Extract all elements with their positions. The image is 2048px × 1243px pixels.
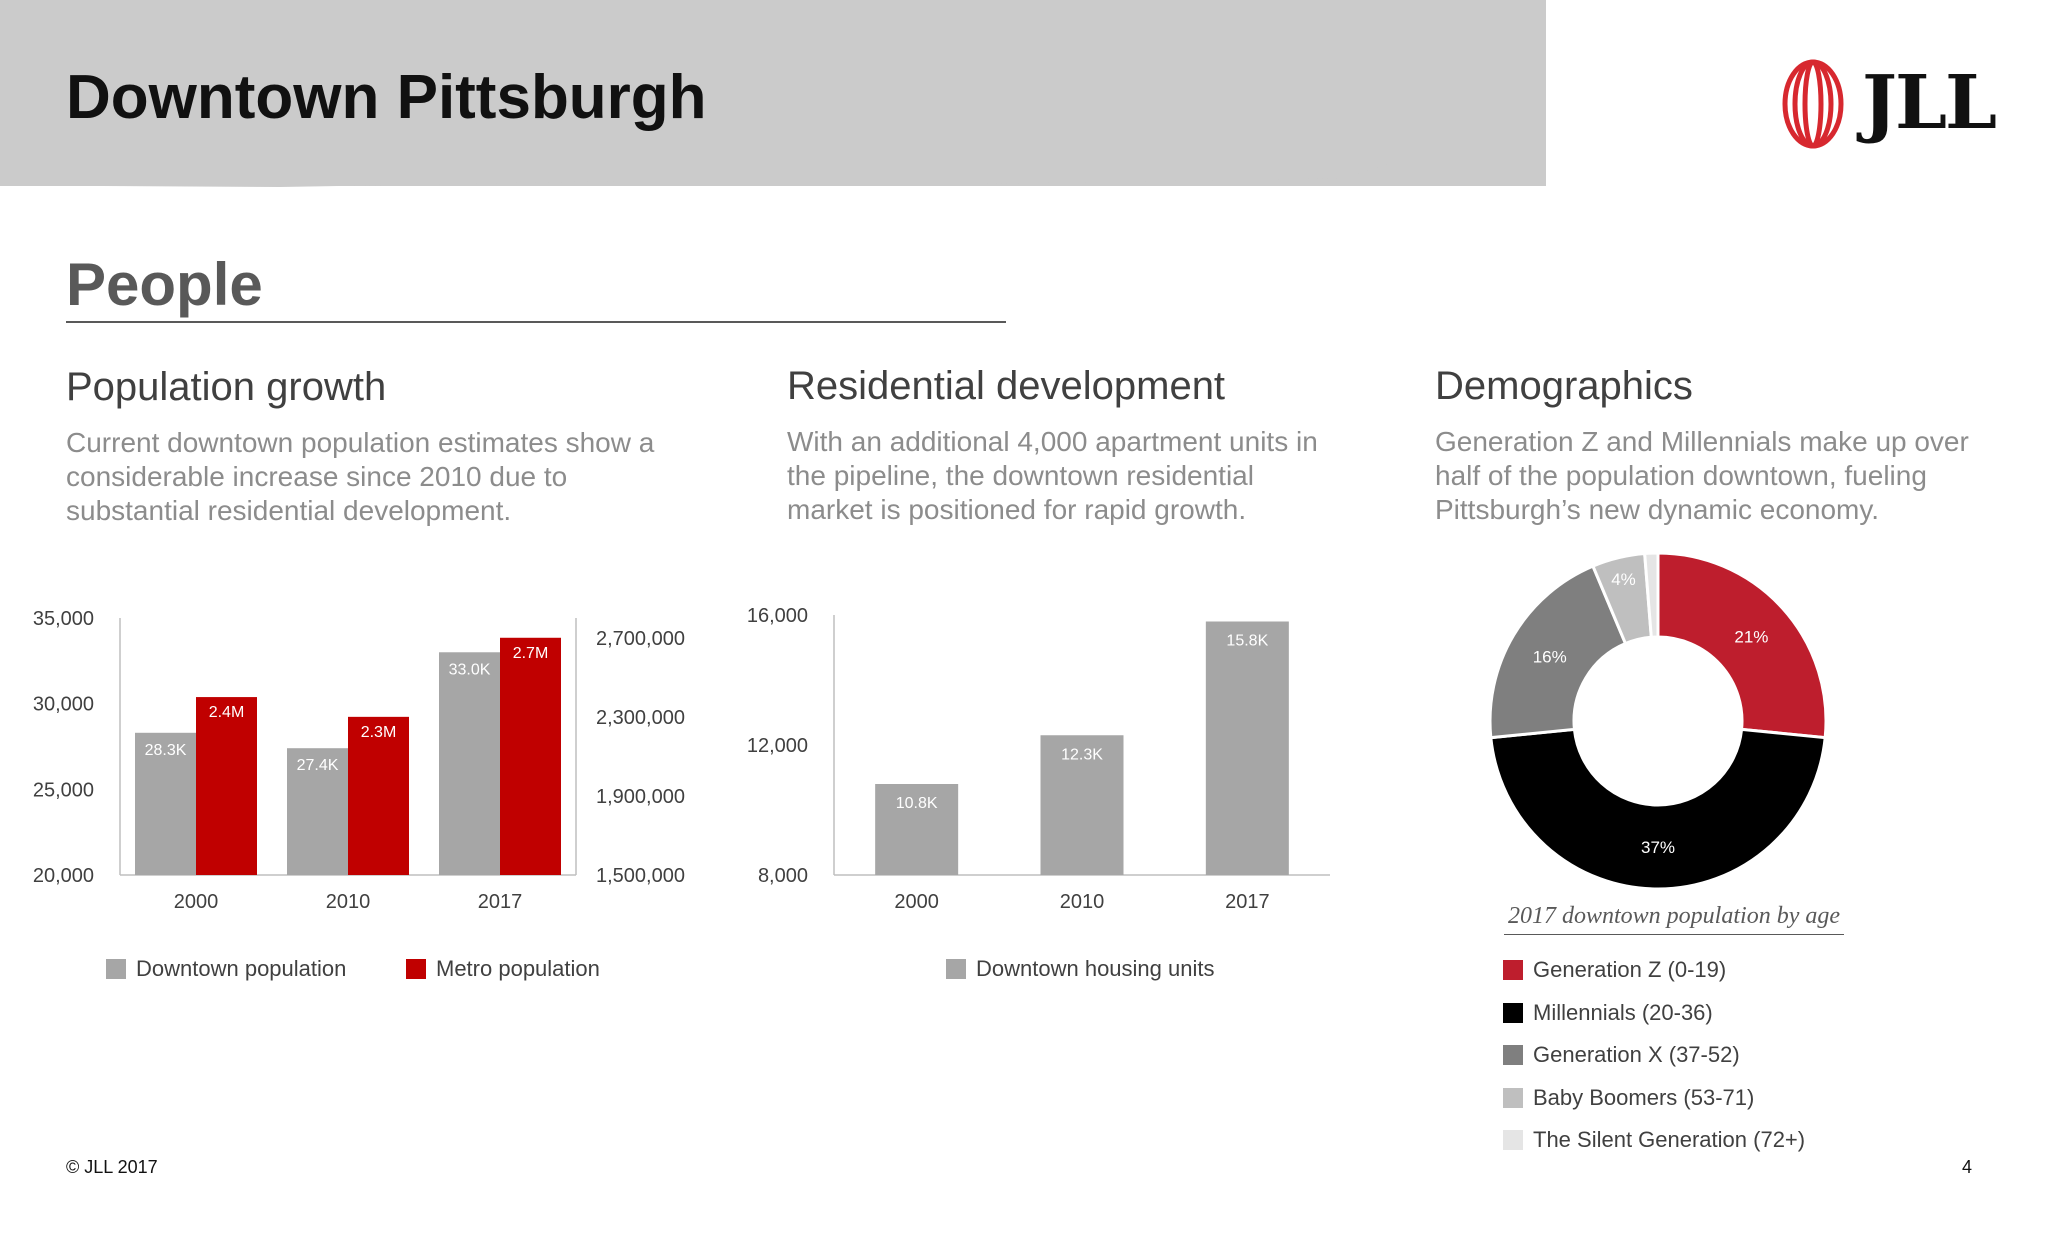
data-label: 12.3K [1061, 746, 1103, 763]
population-growth-chart: 20,000 25,000 30,000 35,000 1,500,000 1,900,0… [33, 608, 685, 913]
donut-legend-item: The Silent Generation (72+) [1503, 1127, 1805, 1153]
bar-metro-population [500, 637, 561, 875]
legend-swatch [1503, 1087, 1523, 1108]
legend-label: Downtown population [136, 956, 347, 981]
bar-downtown-housing-units [875, 784, 959, 875]
legend-downtown-population: Downtown population [106, 956, 346, 982]
demographics-donut-chart: 21% 37% 16% 4% [1488, 551, 1828, 891]
bar-downtown-population [287, 748, 348, 875]
legend-label: Baby Boomers (53-71) [1533, 1084, 1755, 1110]
donut-legend-item: Millennials (20-36) [1503, 1000, 1713, 1026]
legend-label: Downtown housing units [976, 956, 1215, 981]
data-label: 27.4K [297, 757, 339, 774]
legend-metro-population: Metro population [406, 956, 600, 982]
x-tick-label: 2017 [478, 891, 523, 913]
population-growth-heading: Population growth [66, 365, 387, 409]
y-tick-label: 20,000 [33, 865, 94, 887]
demographics-heading: Demographics [1435, 364, 1693, 408]
donut-data-label: 37% [1641, 838, 1675, 857]
legend-swatch [1503, 1130, 1523, 1150]
legend-swatch [1503, 960, 1523, 980]
y2-tick-label: 2,300,000 [596, 707, 685, 729]
y-tick-label: 12,000 [747, 735, 808, 757]
residential-development-heading: Residential development [787, 364, 1226, 408]
donut-chart-title: 2017 downtown population by age [1504, 903, 1844, 935]
y-tick-label: 8,000 [758, 865, 808, 887]
x-tick-label: 2010 [1060, 891, 1105, 913]
y2-tick-label: 1,500,000 [596, 865, 685, 887]
donut-slice [1656, 551, 1828, 740]
logo-text: JLL [1862, 60, 1997, 146]
data-label: 28.3K [145, 742, 187, 759]
legend-label: The Silent Generation (72+) [1533, 1127, 1806, 1152]
y2-tick-label: 1,900,000 [596, 786, 685, 808]
y2-tick-label: 2,700,000 [596, 628, 685, 650]
donut-data-label: 4% [1611, 570, 1636, 589]
legend-swatch [1503, 1002, 1523, 1023]
bar-downtown-population [135, 732, 196, 875]
legend-label: Generation Z (0-19) [1533, 957, 1727, 982]
donut-slice [1488, 564, 1628, 740]
donut-slice [1643, 551, 1660, 639]
legend-downtown-housing-units: Downtown housing units [946, 956, 1214, 982]
residential-development-chart: 8,000 12,000 16,000 10.8K 2000 12.3K 2010 15.8K… [747, 605, 1330, 913]
donut-data-label: 16% [1533, 648, 1567, 667]
y-tick-label: 25,000 [33, 779, 94, 801]
data-label: 2.4M [209, 704, 245, 721]
legend-swatch-gray [106, 959, 126, 979]
bar-metro-population [348, 716, 409, 875]
population-growth-text: Current downtown population estimates sh… [66, 427, 655, 526]
bar-metro-population [196, 697, 257, 875]
page-title: Downtown Pittsburgh [66, 63, 707, 132]
residential-development-text: With an additional 4,000 apartment units… [787, 426, 1318, 525]
x-tick-label: 2000 [174, 891, 219, 913]
legend-swatch [1503, 1045, 1523, 1065]
bar-downtown-housing-units [1040, 735, 1124, 875]
page-number: 4 [1962, 1157, 1973, 1177]
donut-data-label: 21% [1734, 627, 1768, 646]
jll-logo-icon [1782, 59, 1844, 149]
header-band [0, 0, 1546, 186]
demographics-text: Generation Z and Millennials make up ove… [1435, 426, 1969, 525]
bar-downtown-population [439, 652, 500, 875]
donut-legend-item: Baby Boomers (53-71) [1503, 1085, 1754, 1111]
x-tick-label: 2010 [326, 891, 371, 913]
data-label: 2.7M [513, 645, 549, 662]
donut-slice [1489, 727, 1827, 891]
y-tick-label: 16,000 [747, 605, 808, 627]
y-tick-label: 30,000 [33, 694, 94, 716]
legend-label: Generation X (37-52) [1533, 1042, 1740, 1067]
data-label: 2.3M [361, 724, 397, 741]
section-title: People [66, 251, 263, 318]
legend-label: Metro population [436, 956, 600, 981]
data-label: 10.8K [896, 795, 938, 812]
y-tick-label: 35,000 [33, 608, 94, 630]
donut-legend-item: Generation Z (0-19) [1503, 957, 1726, 983]
x-tick-label: 2017 [1225, 891, 1270, 913]
legend-label: Millennials (20-36) [1533, 999, 1713, 1025]
donut-legend-item: Generation X (37-52) [1503, 1042, 1740, 1068]
legend-swatch-red [406, 959, 426, 979]
footer-copyright: © JLL 2017 [66, 1157, 158, 1177]
legend-swatch-gray [946, 959, 966, 979]
data-label: 33.0K [449, 661, 491, 678]
x-tick-label: 2000 [894, 891, 939, 913]
section-divider [66, 321, 1006, 323]
bar-downtown-housing-units [1205, 621, 1289, 875]
data-label: 15.8K [1226, 633, 1268, 650]
